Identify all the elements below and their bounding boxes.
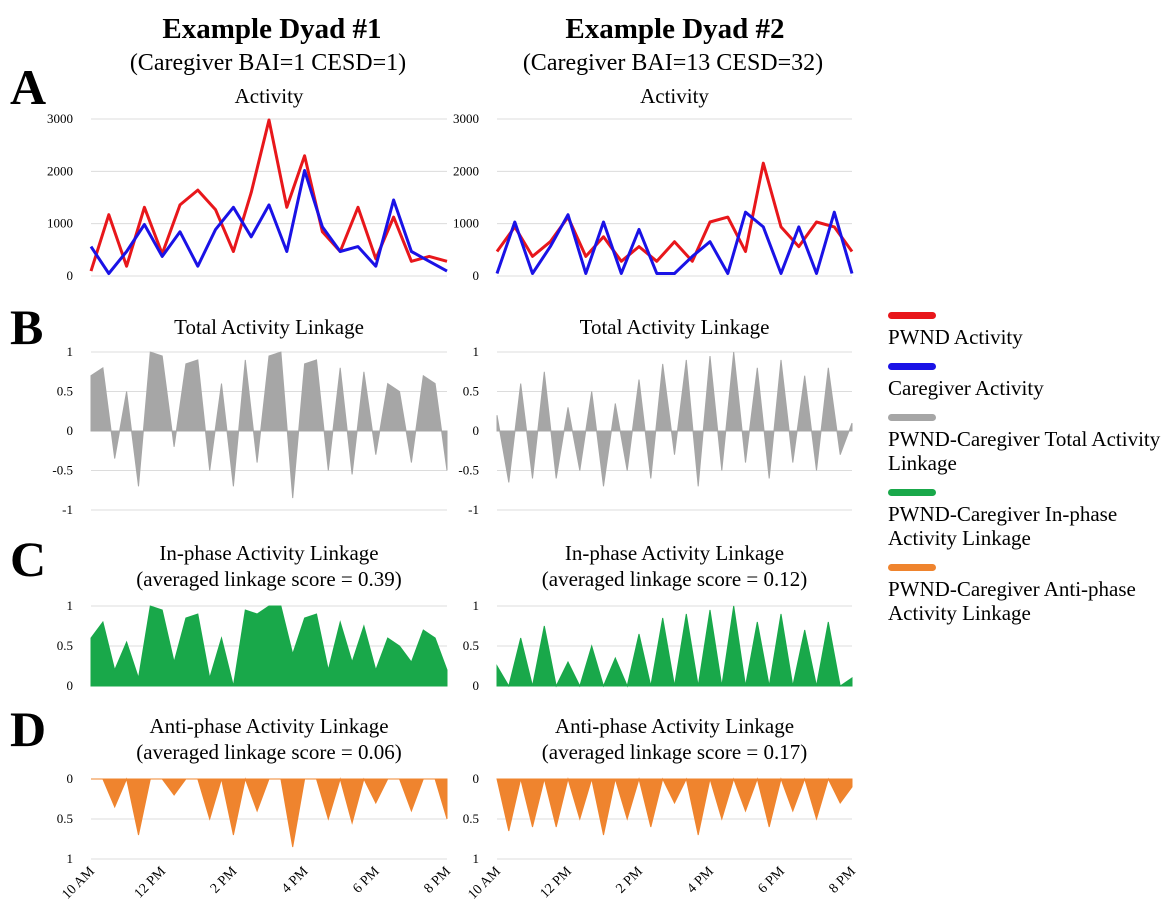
panel-c-dyad-1-title: In-phase Activity Linkage — [159, 541, 378, 565]
panel-b-dyad-2-series-1-area — [496, 351, 853, 487]
x-axis-labels: 10 AM 12 PM 2 PM 4 PM 6 PM 8 PM 10 AM 12 PM 2 PM… — [59, 864, 859, 903]
panel-a-dyad-2-y-tick-label: 1000 — [453, 216, 479, 231]
x-tick-label-dyad-2: 2 PM — [613, 864, 646, 897]
panel-a-dyad-1-y-tick-label: 2000 — [47, 163, 73, 178]
panel-a-dyad-1-title: Activity — [235, 84, 304, 108]
panel-b-dyad-1-y-tick-label: 1 — [67, 344, 74, 359]
x-tick-label-dyad-1: 12 PM — [132, 864, 170, 902]
legend-label: Caregiver Activity — [888, 376, 1044, 400]
panel-a-dyad-1-series-2-line — [89, 169, 448, 275]
panel-d-dyad-1-series-1-area — [91, 777, 448, 848]
legend-swatch — [888, 363, 936, 370]
panel-a-dyad-2-series-2-line — [495, 210, 854, 275]
x-tick-label-dyad-2: 12 PM — [538, 864, 576, 902]
panel-b-dyad-2-y-tick-label: 1 — [473, 344, 480, 359]
panel-b-dyad-2: Total Activity Linkage 1 0.5 0 -0.5 -1 — [458, 315, 853, 517]
panel-c-dyad-2-y-tick-label: 0 — [473, 678, 480, 693]
legend-swatch — [888, 312, 936, 319]
panel-d-dyad-2-y-tick-label: 0.5 — [463, 811, 479, 826]
panel-b-dyad-2-y-tick-label: -1 — [468, 502, 479, 517]
legend-item: Caregiver Activity — [888, 363, 1168, 400]
panel-c-dyad-2-title: In-phase Activity Linkage — [565, 541, 784, 565]
panel-a-dyad-2-y-tick-label: 2000 — [453, 163, 479, 178]
panel-letter-d: D — [10, 701, 46, 757]
panel-b-dyad-1-y-tick-label: 0 — [67, 423, 74, 438]
legend-item: PWND Activity — [888, 312, 1168, 349]
panel-b-dyad-2-title: Total Activity Linkage — [580, 315, 770, 339]
panel-a-dyad-1-series-1-line — [89, 118, 448, 272]
panel-c-dyad-2-series-1-area — [496, 605, 853, 688]
panel-c-dyad-2: In-phase Activity Linkage(averaged linka… — [463, 541, 853, 693]
panel-b-dyad-1-series-1-area — [90, 351, 448, 499]
x-tick-label-dyad-2: 4 PM — [684, 864, 717, 897]
panel-d-dyad-1-subtitle: (averaged linkage score = 0.06) — [136, 740, 401, 764]
legend-item: PWND-Caregiver Anti-phase Activity Linka… — [888, 564, 1168, 625]
legend-item: PWND-Caregiver Total Activity Linkage — [888, 414, 1168, 475]
chart-panels: Activity3000200010000Activity30002000100… — [47, 84, 854, 866]
panel-a-dyad-2: Activity 3000 2000 1000 0 — [453, 84, 854, 283]
legend-item: PWND-Caregiver In-phase Activity Linkage — [888, 489, 1168, 550]
x-tick-label-dyad-1: 6 PM — [350, 864, 383, 897]
x-tick-label-dyad-1: 10 AM — [59, 864, 98, 903]
panel-a-dyad-2-title: Activity — [640, 84, 709, 108]
panel-c-dyad-1-subtitle: (averaged linkage score = 0.39) — [136, 567, 401, 591]
panel-b-dyad-2-y-tick-label: -0.5 — [458, 463, 479, 478]
panel-c-dyad-2-y-tick-label: 1 — [473, 598, 480, 613]
panel-d-dyad-1-y-tick-label: 0 — [67, 771, 74, 786]
x-tick-label-dyad-2: 6 PM — [755, 864, 788, 897]
panel-a-dyad-2-y-tick-label: 0 — [473, 268, 480, 283]
panel-letter-a: A — [10, 59, 46, 115]
panel-d-dyad-1-y-tick-label: 1 — [67, 851, 74, 866]
x-tick-label-dyad-2: 8 PM — [826, 864, 859, 897]
legend-swatch — [888, 414, 936, 421]
panel-letter-c: C — [10, 531, 46, 587]
panel-d-dyad-2-title: Anti-phase Activity Linkage — [555, 714, 794, 738]
legend-label: PWND-Caregiver Total Activity Linkage — [888, 427, 1161, 475]
x-tick-label-dyad-1: 8 PM — [421, 864, 454, 897]
panel-d-dyad-2-y-tick-label: 0 — [473, 771, 480, 786]
x-tick-label-dyad-1: 4 PM — [279, 864, 312, 897]
panel-b-dyad-2-y-tick-label: 0.5 — [463, 384, 479, 399]
panel-c-dyad-1-series-1-area — [90, 605, 448, 687]
column-2-subtitle: (Caregiver BAI=13 CESD=32) — [523, 50, 823, 76]
legend-swatch — [888, 489, 936, 496]
panel-c-dyad-1-y-tick-label: 0.5 — [57, 638, 73, 653]
panel-c-dyad-2-subtitle: (averaged linkage score = 0.12) — [542, 567, 807, 591]
panel-d-dyad-2-series-1-area — [496, 777, 853, 836]
column-1-title: Example Dyad #1 — [162, 13, 381, 45]
x-tick-label-dyad-2: 10 AM — [465, 864, 504, 903]
panel-d-dyad-1-title: Anti-phase Activity Linkage — [149, 714, 388, 738]
legend-label: PWND-Caregiver In-phase Activity Linkage — [888, 502, 1118, 550]
x-tick-label-dyad-1: 2 PM — [208, 864, 241, 897]
panel-b-dyad-1: Total Activity Linkage 1 0.5 0 -0.5 -1 — [52, 315, 448, 517]
panel-b-dyad-2-y-tick-label: 0 — [473, 423, 480, 438]
panel-c-dyad-2-y-tick-label: 0.5 — [463, 638, 479, 653]
panel-letter-b: B — [10, 299, 43, 355]
panel-c-dyad-1: In-phase Activity Linkage(averaged linka… — [57, 541, 448, 693]
panel-b-dyad-1-y-tick-label: -1 — [62, 502, 73, 517]
legend-label: PWND Activity — [888, 325, 1023, 349]
legend: PWND Activity Caregiver Activity PWND-Care… — [888, 312, 1168, 639]
panel-b-dyad-1-y-tick-label: 0.5 — [57, 384, 73, 399]
legend-swatch — [888, 564, 936, 571]
column-2-title: Example Dyad #2 — [565, 13, 784, 45]
legend-label: PWND-Caregiver Anti-phase Activity Linka… — [888, 577, 1136, 625]
panel-d-dyad-2-y-tick-label: 1 — [473, 851, 480, 866]
panel-a-dyad-1-y-tick-label: 0 — [67, 268, 74, 283]
panel-a-dyad-2-y-tick-label: 3000 — [453, 111, 479, 126]
panel-b-dyad-1-y-tick-label: -0.5 — [52, 463, 73, 478]
panel-c-dyad-1-y-tick-label: 1 — [67, 598, 74, 613]
panel-a-dyad-1-y-tick-label: 1000 — [47, 216, 73, 231]
panel-d-dyad-2: Anti-phase Activity Linkage(averaged lin… — [463, 714, 853, 866]
column-1-subtitle: (Caregiver BAI=1 CESD=1) — [130, 50, 406, 76]
panel-d-dyad-1-y-tick-label: 0.5 — [57, 811, 73, 826]
panel-d-dyad-1: Anti-phase Activity Linkage(averaged lin… — [57, 714, 448, 866]
panel-a-dyad-1-y-tick-label: 3000 — [47, 111, 73, 126]
panel-a-dyad-1: Activity 3000 2000 1000 0 — [47, 84, 448, 283]
panel-d-dyad-2-subtitle: (averaged linkage score = 0.17) — [542, 740, 807, 764]
panel-b-dyad-1-title: Total Activity Linkage — [174, 315, 364, 339]
panel-c-dyad-1-y-tick-label: 0 — [67, 678, 74, 693]
